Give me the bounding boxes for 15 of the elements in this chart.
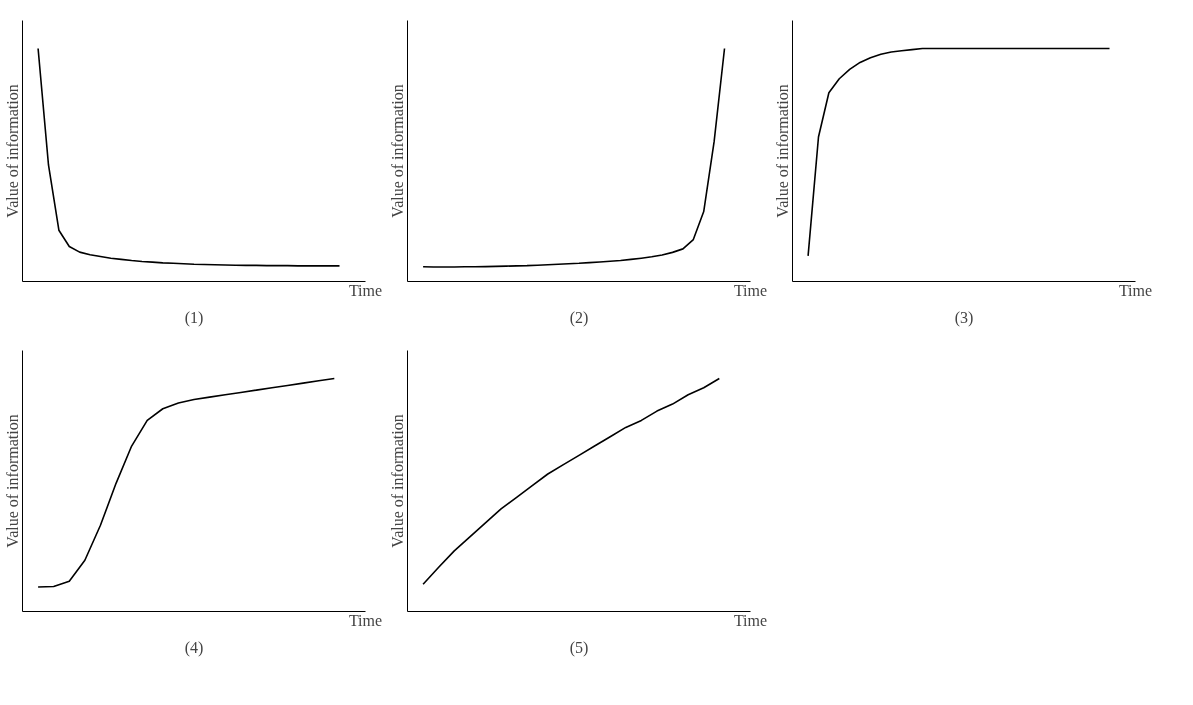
text: (3) <box>954 308 974 327</box>
text: (1) <box>184 308 204 327</box>
y-axis-title: Value of information <box>3 414 21 548</box>
x-axis-title: Time <box>733 611 768 629</box>
text: (5) <box>569 638 589 657</box>
text: (4) <box>184 638 204 657</box>
y-axis-title: Value of information <box>773 84 791 218</box>
y-axis-title: Value of information <box>3 84 21 218</box>
y-axis-title: Value of information <box>388 414 406 548</box>
x-axis-title: Time <box>1118 281 1153 299</box>
x-axis-title: Time <box>733 281 768 299</box>
text: (2) <box>569 308 589 327</box>
y-axis-title: Value of information <box>388 84 406 218</box>
x-axis-title: Time <box>348 611 383 629</box>
x-axis-title: Time <box>348 281 383 299</box>
